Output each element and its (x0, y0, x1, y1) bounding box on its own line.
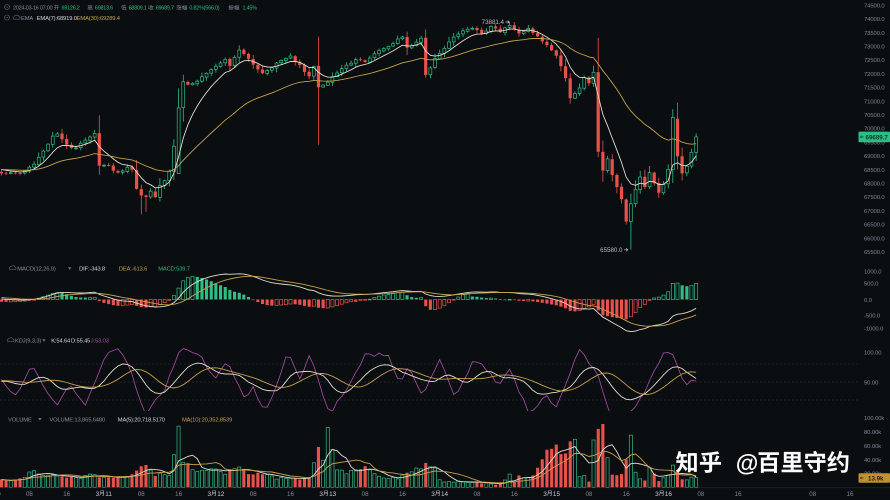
svg-text:70000.0: 70000.0 (864, 127, 885, 133)
svg-text:13.9k: 13.9k (868, 476, 884, 483)
svg-text:1.45%: 1.45% (243, 6, 258, 12)
svg-text:80.00k: 80.00k (864, 430, 881, 436)
svg-text:16: 16 (511, 491, 518, 498)
svg-text:14: 14 (441, 491, 449, 498)
svg-text:100.00k: 100.00k (864, 416, 884, 422)
svg-text:68500.0: 68500.0 (864, 168, 885, 174)
svg-text:74500.0: 74500.0 (864, 3, 885, 9)
svg-text:10: 10 (0, 491, 1, 498)
svg-text:73000.0: 73000.0 (864, 45, 885, 51)
svg-text:0.82%(566.0): 0.82%(566.0) (189, 6, 219, 12)
svg-text:0.0: 0.0 (864, 298, 873, 304)
svg-text:MA(5):20,718.5170: MA(5):20,718.5170 (118, 417, 165, 423)
svg-text:69689.7: 69689.7 (156, 6, 174, 12)
svg-text:VOLUME:13,865.6480: VOLUME:13,865.6480 (49, 417, 105, 423)
svg-text:16: 16 (665, 491, 673, 498)
svg-text:73500.0: 73500.0 (864, 31, 885, 37)
svg-text:EMA(30):69289.4: EMA(30):69289.4 (77, 16, 121, 22)
svg-text:100.00: 100.00 (864, 350, 882, 356)
svg-text:08: 08 (585, 491, 592, 498)
svg-text:65580.0: 65580.0 (600, 247, 623, 254)
svg-text:DEA:-613.6: DEA:-613.6 (119, 267, 147, 273)
svg-text:3: 3 (319, 491, 323, 498)
svg-text:DIF:-343.8: DIF:-343.8 (79, 267, 105, 273)
svg-text:MACD:539.7: MACD:539.7 (158, 267, 190, 273)
svg-text:67500.0: 67500.0 (864, 195, 885, 201)
svg-text:J:53.03: J:53.03 (91, 339, 109, 345)
svg-text:3: 3 (655, 491, 659, 498)
svg-text:11: 11 (105, 491, 112, 498)
svg-text:3: 3 (543, 491, 547, 498)
svg-text:-1000.0: -1000.0 (864, 327, 884, 333)
svg-text:08: 08 (474, 491, 481, 498)
svg-text:16: 16 (287, 491, 294, 498)
svg-text:13: 13 (329, 491, 337, 498)
svg-text:15: 15 (553, 491, 561, 498)
svg-text:K:54.64: K:54.64 (51, 339, 71, 345)
svg-text:70500.0: 70500.0 (864, 113, 885, 119)
svg-text:3: 3 (96, 491, 100, 498)
svg-text:3: 3 (208, 491, 212, 498)
svg-text:69126.2: 69126.2 (62, 6, 80, 12)
svg-text:2024-03-16 07:00: 2024-03-16 07:00 (13, 6, 53, 12)
svg-text:08: 08 (250, 491, 257, 498)
svg-text:1000.0: 1000.0 (864, 269, 882, 275)
svg-text:69500.0: 69500.0 (864, 140, 885, 146)
svg-text:68809.1: 68809.1 (129, 6, 147, 12)
svg-text:3: 3 (431, 491, 435, 498)
svg-text:67000.0: 67000.0 (864, 209, 885, 215)
svg-text:08: 08 (362, 491, 369, 498)
svg-text:08: 08 (697, 491, 704, 498)
svg-text:MA(10):20,352.8539: MA(10):20,352.8539 (182, 417, 232, 423)
svg-text:69000.0: 69000.0 (864, 154, 885, 160)
svg-text:60.00k: 60.00k (864, 444, 881, 450)
svg-text:71500.0: 71500.0 (864, 86, 885, 92)
svg-text:65500.0: 65500.0 (864, 250, 885, 256)
svg-text:16: 16 (175, 491, 182, 498)
svg-text:VOLUME: VOLUME (8, 417, 32, 423)
svg-text:08: 08 (26, 491, 33, 498)
svg-text:69689.7: 69689.7 (866, 135, 889, 142)
svg-text:EMA: EMA (21, 16, 33, 22)
svg-text:KDJ(9,3,3): KDJ(9,3,3) (15, 339, 41, 345)
svg-text:73881.4: 73881.4 (482, 19, 505, 26)
svg-text:EMA(7):68919.0: EMA(7):68919.0 (37, 16, 77, 22)
svg-text:16: 16 (63, 491, 70, 498)
svg-text:@: @ (736, 450, 759, 476)
svg-text:08: 08 (138, 491, 145, 498)
svg-text:66500.0: 66500.0 (864, 223, 885, 229)
svg-text:08: 08 (809, 491, 816, 498)
svg-text:500.0: 500.0 (864, 282, 879, 288)
svg-text:66000.0: 66000.0 (864, 236, 885, 242)
svg-text:74000.0: 74000.0 (864, 17, 885, 23)
svg-text:12: 12 (217, 491, 225, 498)
svg-text:71000.0: 71000.0 (864, 99, 885, 105)
svg-text:40.00k: 40.00k (864, 458, 881, 464)
svg-text:72000.0: 72000.0 (864, 72, 885, 78)
svg-text:69813.6: 69813.6 (95, 6, 113, 12)
svg-text:72500.0: 72500.0 (864, 58, 885, 64)
svg-text:D:55.45: D:55.45 (71, 339, 90, 345)
svg-text:50.00: 50.00 (864, 380, 879, 386)
svg-text:16: 16 (623, 491, 630, 498)
svg-text:-500.0: -500.0 (864, 314, 881, 320)
svg-text:16: 16 (735, 491, 742, 498)
svg-text:MACD(12,26,9): MACD(12,26,9) (17, 267, 56, 273)
svg-text:16: 16 (399, 491, 406, 498)
svg-text:68000.0: 68000.0 (864, 182, 885, 188)
svg-text:16: 16 (847, 491, 854, 498)
